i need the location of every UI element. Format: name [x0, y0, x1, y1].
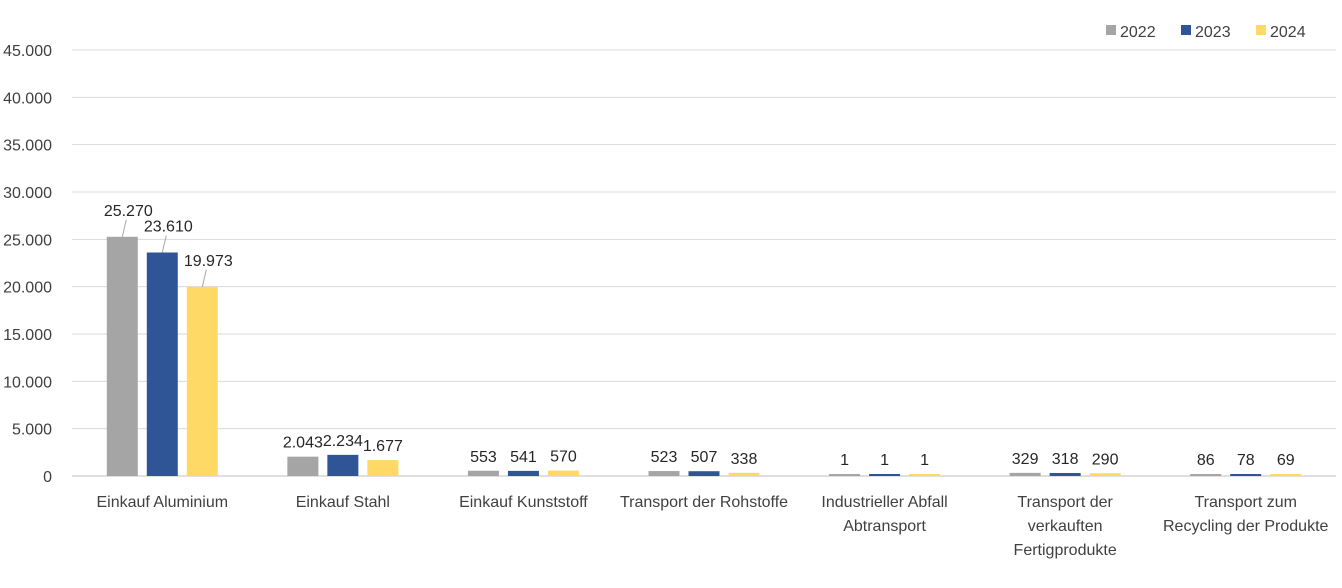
data-label: 1 — [880, 452, 889, 469]
category-label: Industrieller Abfall — [821, 494, 947, 511]
legend: 2022 2023 2024 — [1106, 24, 1306, 41]
bar-2023 — [146, 252, 178, 476]
bar-2023 — [327, 454, 359, 476]
data-label: 507 — [691, 449, 718, 466]
bar-2022 — [1009, 472, 1041, 476]
bar-2022 — [1190, 474, 1222, 476]
bar-2022 — [467, 470, 499, 476]
legend-label: 2022 — [1120, 24, 1156, 41]
bar-2022 — [106, 236, 138, 476]
x-axis-category-labels: Einkauf Aluminium Einkauf Stahl Einkauf Ku… — [96, 494, 1328, 559]
data-label-leader-line — [161, 235, 167, 253]
category-label: Einkauf Stahl — [296, 494, 390, 511]
y-tick-label: 40.000 — [3, 90, 52, 107]
bar-2024 — [1089, 473, 1121, 476]
y-tick-label: 30.000 — [3, 185, 52, 202]
y-tick-label: 45.000 — [3, 43, 52, 60]
y-tick-label: 35.000 — [3, 138, 52, 155]
data-label: 1 — [920, 452, 929, 469]
bar-2022 — [648, 471, 680, 476]
category-label: Transport der Rohstoffe — [620, 494, 788, 511]
bar-2024 — [1270, 474, 1302, 476]
y-tick-label: 20.000 — [3, 280, 52, 297]
data-label-leader-line — [201, 269, 207, 288]
y-tick-label: 10.000 — [3, 374, 52, 391]
legend-label: 2023 — [1195, 24, 1231, 41]
data-label: 69 — [1277, 452, 1295, 469]
bar-2024 — [547, 470, 579, 476]
category-label: Transport der — [1017, 494, 1113, 511]
bar-2023 — [507, 470, 539, 476]
data-label: 2.234 — [323, 433, 363, 450]
data-label: 290 — [1092, 451, 1119, 468]
data-label-leader-lines — [121, 219, 207, 288]
category-label: Einkauf Kunststoff — [459, 494, 588, 511]
bar-2024 — [909, 474, 941, 476]
bar-2023 — [1049, 472, 1081, 476]
data-label: 78 — [1237, 452, 1255, 469]
data-label: 329 — [1012, 451, 1039, 468]
bar-2024 — [728, 472, 760, 476]
data-label: 570 — [550, 449, 577, 466]
y-axis-tick-labels: 0 5.000 10.000 15.000 20.000 25.000 30.000 35.0… — [3, 43, 52, 486]
category-label: Transport zum — [1194, 494, 1297, 511]
data-label: 318 — [1052, 451, 1079, 468]
category-label: Abtransport — [843, 518, 926, 535]
data-label: 1.677 — [363, 438, 403, 455]
data-label: 19.973 — [184, 253, 233, 270]
gridlines — [72, 49, 1336, 477]
data-label-leader-line — [121, 219, 127, 237]
legend-swatch-2022 — [1106, 25, 1116, 35]
category-label: Fertigprodukte — [1014, 542, 1117, 559]
legend-label: 2024 — [1270, 24, 1306, 41]
bar-2022 — [287, 456, 319, 476]
legend-swatch-2024 — [1256, 25, 1266, 35]
bar-2024 — [367, 460, 399, 476]
data-label: 25.270 — [104, 203, 153, 220]
y-tick-label: 25.000 — [3, 232, 52, 249]
data-label: 553 — [470, 449, 497, 466]
bar-2022 — [829, 474, 861, 476]
y-tick-label: 5.000 — [12, 422, 52, 439]
bars — [106, 236, 1302, 476]
data-label: 86 — [1197, 452, 1215, 469]
data-label: 338 — [731, 451, 758, 468]
legend-swatch-2023 — [1181, 25, 1191, 35]
bar-2023 — [1230, 474, 1262, 476]
category-label: Recycling der Produkte — [1163, 518, 1329, 535]
data-label: 1 — [840, 452, 849, 469]
data-label: 541 — [510, 449, 537, 466]
data-label: 23.610 — [144, 218, 193, 235]
y-tick-label: 15.000 — [3, 327, 52, 344]
bar-2024 — [186, 286, 218, 476]
data-label: 523 — [651, 449, 678, 466]
category-label: Einkauf Aluminium — [96, 494, 228, 511]
bar-2023 — [869, 474, 901, 476]
bar-2023 — [688, 471, 720, 476]
y-tick-label: 0 — [43, 469, 52, 486]
category-label: verkauften — [1028, 518, 1103, 535]
data-label: 2.043 — [283, 435, 323, 452]
